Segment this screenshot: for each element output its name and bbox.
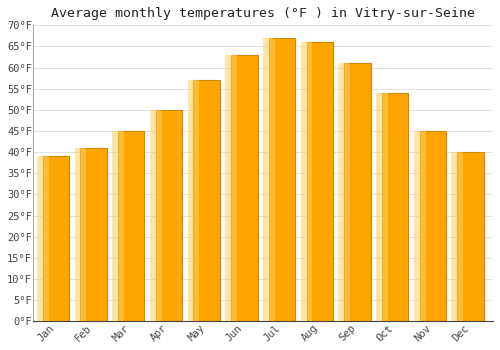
Bar <box>338 63 350 321</box>
Bar <box>37 156 48 321</box>
Bar <box>156 110 182 321</box>
Bar <box>263 38 275 321</box>
Bar <box>112 131 124 321</box>
Bar <box>225 55 237 321</box>
Title: Average monthly temperatures (°F ) in Vitry-sur-Seine: Average monthly temperatures (°F ) in Vi… <box>51 7 475 20</box>
Bar <box>458 152 483 321</box>
Bar <box>344 63 370 321</box>
Bar <box>118 131 144 321</box>
Bar <box>150 110 162 321</box>
Bar <box>382 93 408 321</box>
Bar <box>414 131 426 321</box>
Bar <box>452 152 463 321</box>
Bar <box>80 148 107 321</box>
Bar <box>231 55 258 321</box>
Bar <box>306 42 333 321</box>
Bar <box>300 42 312 321</box>
Bar <box>420 131 446 321</box>
Bar <box>269 38 295 321</box>
Bar <box>74 148 86 321</box>
Bar <box>194 80 220 321</box>
Bar <box>188 80 200 321</box>
Bar <box>376 93 388 321</box>
Bar <box>43 156 69 321</box>
